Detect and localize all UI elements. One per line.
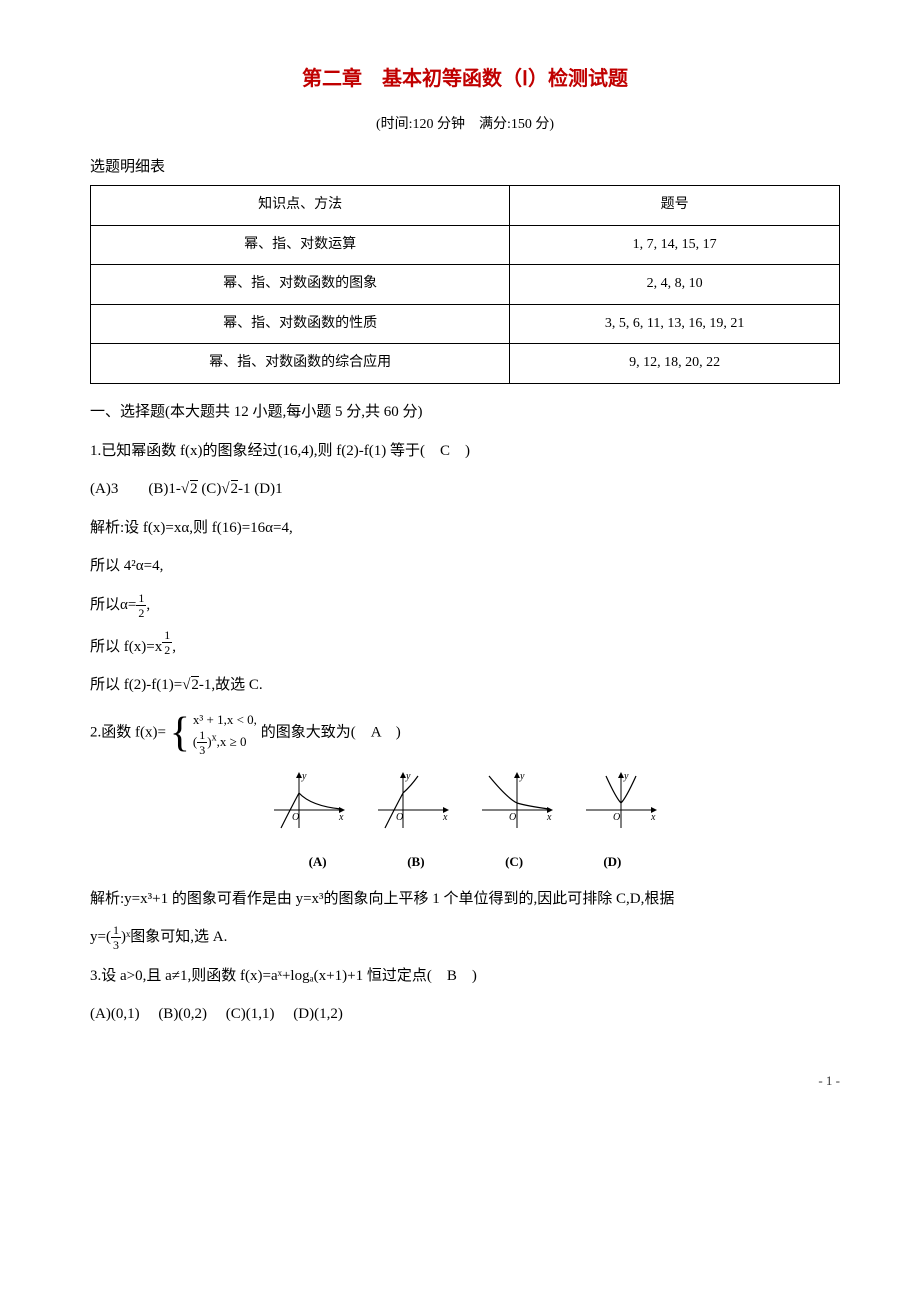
table-caption: 选题明细表	[90, 153, 840, 182]
sol4-b: ,	[172, 639, 176, 655]
cell: 幂、指、对数运算	[91, 225, 510, 265]
table-row: 幂、指、对数函数的性质 3, 5, 6, 11, 13, 16, 19, 21	[91, 304, 840, 344]
table-row: 幂、指、对数函数的图象 2, 4, 8, 10	[91, 265, 840, 305]
label-c: (C)	[467, 850, 562, 875]
sol2-a: y=(	[90, 929, 111, 945]
svg-text:O: O	[396, 812, 403, 823]
q2-sol1: 解析:y=x³+1 的图象可看作是由 y=x³的图象向上平移 1 个单位得到的,…	[90, 885, 840, 914]
table-row: 幂、指、对数运算 1, 7, 14, 15, 17	[91, 225, 840, 265]
q1-sol3: 所以α=12,	[90, 591, 840, 620]
q1-sol4: 所以 f(x)=x12,	[90, 629, 840, 661]
q2-stem: 2.函数 f(x)= { x³ + 1,x < 0, (13)x,x ≥ 0 的…	[90, 710, 840, 757]
sol2-b: )ˣ图象可知,选 A.	[121, 929, 227, 945]
q2-sol2: y=(13)ˣ图象可知,选 A.	[90, 923, 840, 952]
q1-stem: 1.已知幂函数 f(x)的图象经过(16,4),则 f(2)-f(1) 等于( …	[90, 437, 840, 466]
q2-graphs: y x O y x O y x O y x O	[90, 768, 840, 844]
q1-answer: C	[425, 443, 465, 459]
sol3-a: 所以α=	[90, 597, 136, 613]
q2-b: 的图象大致为(	[261, 725, 356, 741]
q2-a: 2.函数 f(x)=	[90, 725, 166, 741]
graph-b: y x O	[373, 768, 453, 833]
q3-b: )	[472, 968, 477, 984]
opt-a: (A)3 (B)1-	[90, 481, 181, 497]
svg-text:O: O	[613, 812, 620, 823]
label-d: (D)	[565, 850, 660, 875]
svg-text:O: O	[509, 812, 516, 823]
q3-options: (A)(0,1) (B)(0,2) (C)(1,1) (D)(1,2)	[90, 1000, 840, 1029]
brace-icon: {	[170, 712, 190, 754]
graph-c: y x O	[477, 768, 557, 833]
q1-text-a: 1.已知幂函数 f(x)的图象经过(16,4),则 f(2)-f(1) 等于(	[90, 443, 425, 459]
q2-graph-labels: (A) (B) (C) (D)	[90, 850, 840, 875]
svg-text:y: y	[301, 771, 307, 782]
topic-table: 知识点、方法 题号 幂、指、对数运算 1, 7, 14, 15, 17 幂、指、…	[90, 185, 840, 384]
q1-sol2: 所以 4²α=4,	[90, 552, 840, 581]
cell: 1, 7, 14, 15, 17	[510, 225, 840, 265]
sqrt-icon: 2	[182, 677, 199, 693]
table-row: 幂、指、对数函数的综合应用 9, 12, 18, 20, 22	[91, 344, 840, 384]
svg-text:y: y	[623, 771, 629, 782]
sol3-b: ,	[146, 597, 150, 613]
cell: 幂、指、对数函数的图象	[91, 265, 510, 305]
svg-text:x: x	[546, 812, 552, 823]
q1-text-b: )	[465, 443, 470, 459]
svg-text:x: x	[338, 812, 344, 823]
q2-c: )	[396, 725, 401, 741]
fraction: 12	[136, 592, 146, 619]
sol4-a: 所以 f(x)=x	[90, 639, 162, 655]
th-number: 题号	[510, 186, 840, 226]
case2: (13)x,x ≥ 0	[193, 734, 247, 749]
doc-title: 第二章 基本初等函数（Ⅰ）检测试题	[90, 60, 840, 98]
q1-options: (A)3 (B)1-2 (C)2-1 (D)1	[90, 475, 840, 504]
q3-answer: B	[432, 968, 472, 984]
opt-c: -1 (D)1	[238, 481, 283, 497]
fraction: 13	[197, 729, 207, 756]
q1-sol5: 所以 f(2)-f(1)=2-1,故选 C.	[90, 671, 840, 700]
time-score: (时间:120 分钟 满分:150 分)	[90, 112, 840, 139]
piecewise-cases: x³ + 1,x < 0, (13)x,x ≥ 0	[193, 710, 257, 757]
svg-text:O: O	[292, 812, 299, 823]
piecewise-brace: { x³ + 1,x < 0, (13)x,x ≥ 0	[170, 710, 257, 757]
sqrt-icon: 2	[221, 481, 238, 497]
section-1-heading: 一、选择题(本大题共 12 小题,每小题 5 分,共 60 分)	[90, 398, 840, 427]
fraction-sup: 12	[162, 629, 172, 656]
label-b: (B)	[368, 850, 463, 875]
q2-answer: A	[356, 725, 396, 741]
svg-text:y: y	[405, 771, 411, 782]
svg-text:y: y	[519, 771, 525, 782]
cell: 幂、指、对数函数的性质	[91, 304, 510, 344]
sqrt-icon: 2	[181, 481, 198, 497]
opt-b: (C)	[198, 481, 222, 497]
svg-text:x: x	[650, 812, 656, 823]
sol5-b: -1,故选 C.	[199, 677, 263, 693]
page-number: - 1 -	[90, 1069, 840, 1094]
label-a: (A)	[270, 850, 365, 875]
svg-text:x: x	[442, 812, 448, 823]
sol5-a: 所以 f(2)-f(1)=	[90, 677, 182, 693]
q1-sol1: 解析:设 f(x)=xα,则 f(16)=16α=4,	[90, 514, 840, 543]
cell: 3, 5, 6, 11, 13, 16, 19, 21	[510, 304, 840, 344]
cell: 2, 4, 8, 10	[510, 265, 840, 305]
q3-a: 3.设 a>0,且 a≠1,则函数 f(x)=aˣ+logₐ(x+1)+1 恒过…	[90, 968, 432, 984]
fraction: 13	[111, 924, 121, 951]
q3-stem: 3.设 a>0,且 a≠1,则函数 f(x)=aˣ+logₐ(x+1)+1 恒过…	[90, 962, 840, 991]
cell: 幂、指、对数函数的综合应用	[91, 344, 510, 384]
case1: x³ + 1,x < 0,	[193, 712, 257, 727]
cell: 9, 12, 18, 20, 22	[510, 344, 840, 384]
graph-a: y x O	[269, 768, 349, 833]
th-knowledge: 知识点、方法	[91, 186, 510, 226]
graph-d: y x O	[581, 768, 661, 833]
